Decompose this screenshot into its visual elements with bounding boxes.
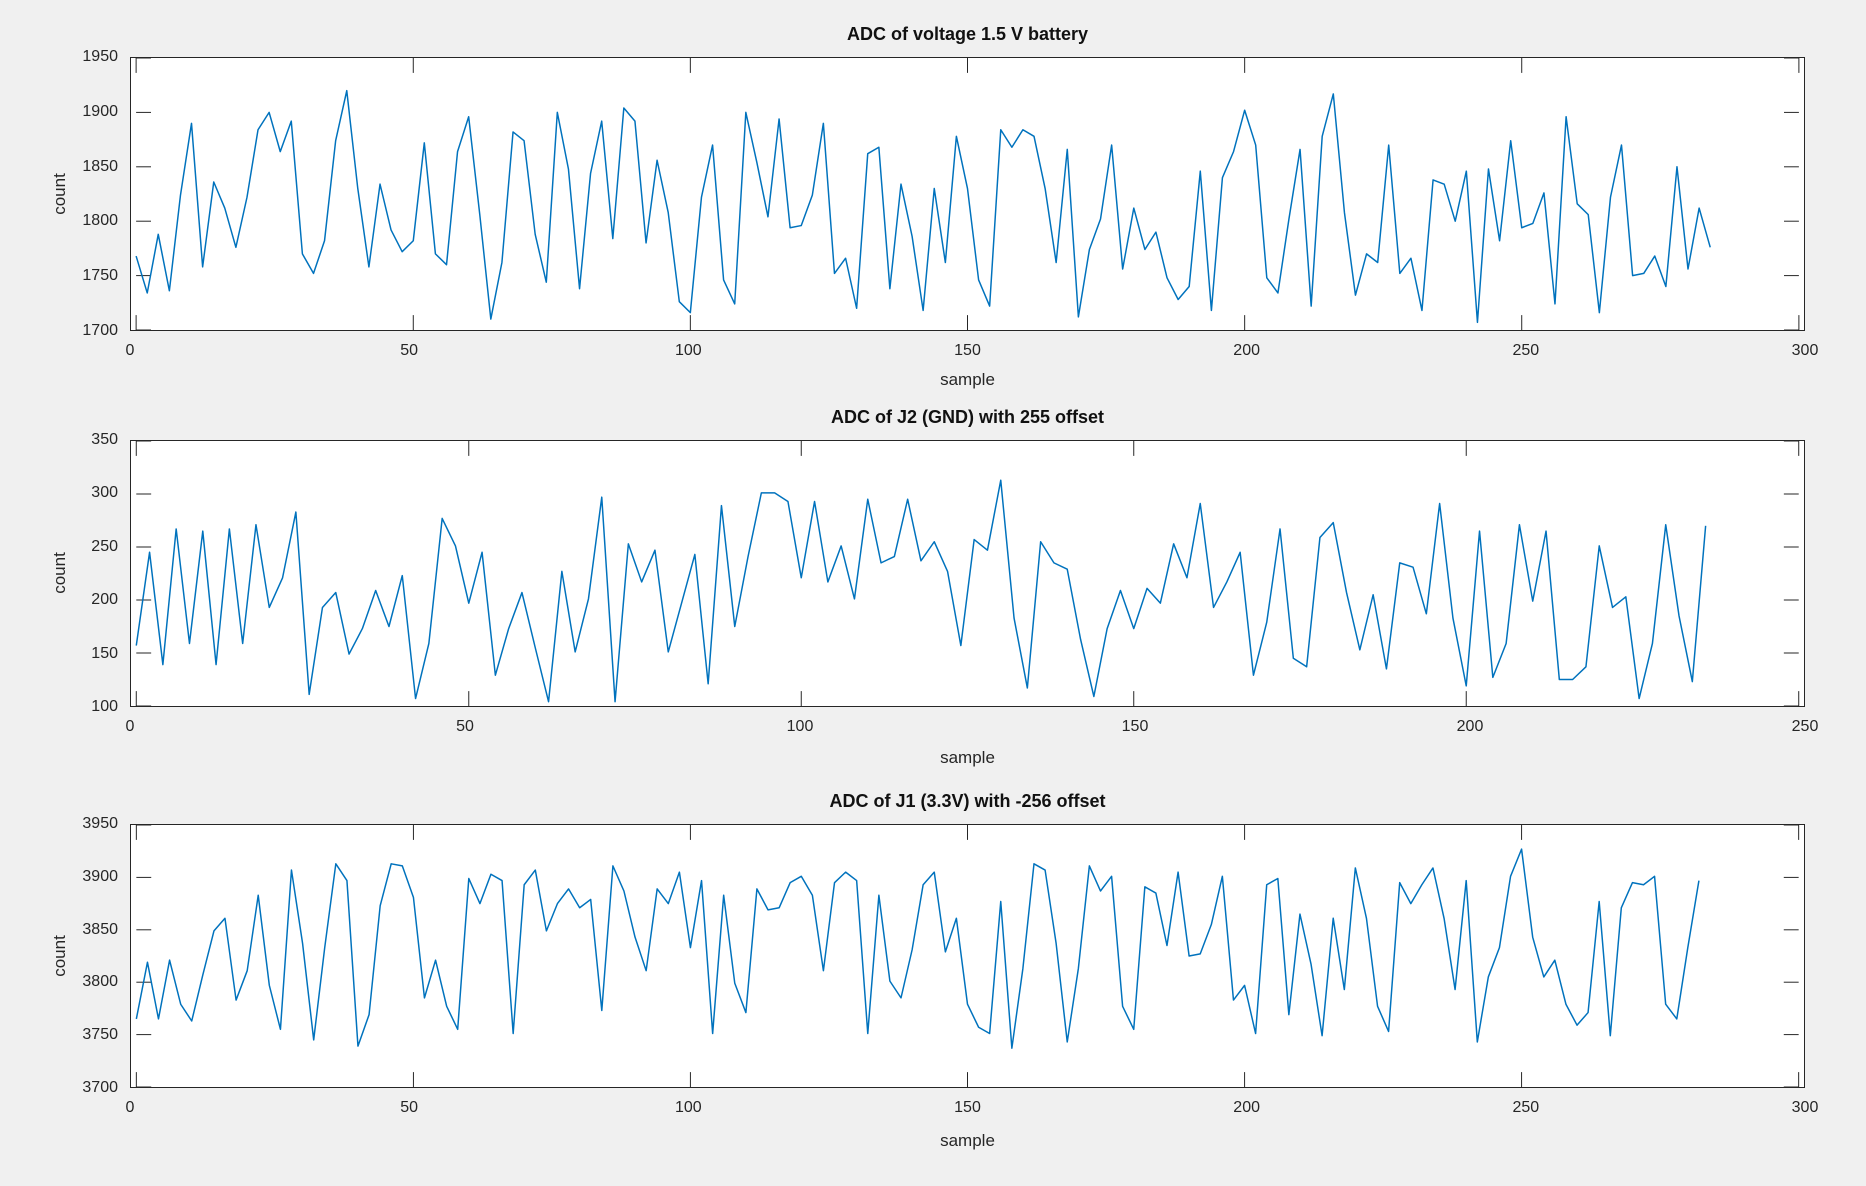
x-tick-label: 200 [1233, 342, 1261, 359]
signal-trace [135, 479, 1707, 703]
x-tick-label: 0 [125, 342, 135, 359]
plot-title-j1-3v3: ADC of J1 (3.3V) with -256 offset [829, 791, 1106, 811]
x-axis-label-j2-gnd: sample [940, 748, 995, 767]
x-tick-label: 200 [1456, 718, 1484, 735]
axis-ticks [135, 58, 1800, 330]
x-tick-label: 0 [125, 1099, 135, 1116]
x-tick-label: 250 [1512, 342, 1540, 359]
y-tick-label: 3900 [82, 867, 118, 885]
y-tick-label: 3700 [82, 1079, 118, 1096]
x-tick-label: 150 [954, 342, 981, 359]
y-tick-label: 1800 [82, 212, 118, 230]
x-tick-label: 100 [674, 342, 702, 359]
y-tick-label: 3800 [82, 973, 118, 991]
y-tick-label: 3950 [82, 815, 118, 832]
y-tick-label: 1900 [82, 102, 118, 120]
y-tick-label: 1850 [82, 157, 118, 175]
plot-area-j1-3v3 [130, 824, 1805, 1088]
x-axis-label-j1-3v3: sample [940, 1131, 995, 1150]
y-tick-label: 100 [91, 698, 118, 715]
signal-plot-svg-battery [135, 58, 1800, 330]
x-tick-label: 50 [400, 342, 419, 359]
y-tick-label: 200 [91, 591, 118, 609]
y-tick-label: 1700 [82, 322, 118, 339]
y-tick-label: 1750 [82, 267, 118, 285]
y-tick-label: 3850 [82, 920, 118, 938]
axis-ticks [135, 441, 1800, 706]
y-tick-label: 300 [91, 484, 118, 502]
plot-area-battery [130, 57, 1805, 331]
plot-title-battery: ADC of voltage 1.5 V battery [846, 24, 1089, 44]
x-tick-label: 100 [786, 718, 814, 735]
y-tick-label: 1950 [82, 48, 118, 65]
axis-ticks [135, 825, 1800, 1087]
x-tick-label: 250 [1512, 1099, 1540, 1116]
y-axis-label-battery: count [50, 173, 69, 215]
x-tick-label: 50 [456, 718, 474, 735]
x-tick-label: 50 [400, 1099, 419, 1116]
plot-title-j2-gnd: ADC of J2 (GND) with 255 offset [830, 407, 1105, 427]
x-tick-label: 300 [1791, 342, 1819, 359]
x-axis-label-battery: sample [940, 370, 995, 389]
x-tick-label: 200 [1233, 1099, 1261, 1116]
x-tick-label: 150 [1121, 718, 1149, 735]
x-tick-label: 0 [125, 718, 135, 735]
y-tick-label: 3750 [82, 1026, 118, 1044]
signal-trace [135, 848, 1700, 1049]
signal-plot-svg-j2-gnd [135, 441, 1800, 706]
y-axis-label-j2-gnd: count [50, 552, 69, 594]
signal-plot-svg-j1-3v3 [135, 825, 1800, 1087]
x-tick-label: 300 [1791, 1099, 1819, 1116]
x-tick-label: 100 [674, 1099, 702, 1116]
y-tick-label: 250 [91, 537, 118, 555]
x-tick-label: 150 [954, 1099, 981, 1116]
y-tick-label: 350 [91, 431, 118, 448]
y-axis-label-j1-3v3: count [50, 935, 69, 977]
y-tick-label: 150 [91, 644, 118, 662]
x-tick-label: 250 [1791, 718, 1819, 735]
plot-area-j2-gnd [130, 440, 1805, 707]
signal-trace [135, 89, 1711, 324]
